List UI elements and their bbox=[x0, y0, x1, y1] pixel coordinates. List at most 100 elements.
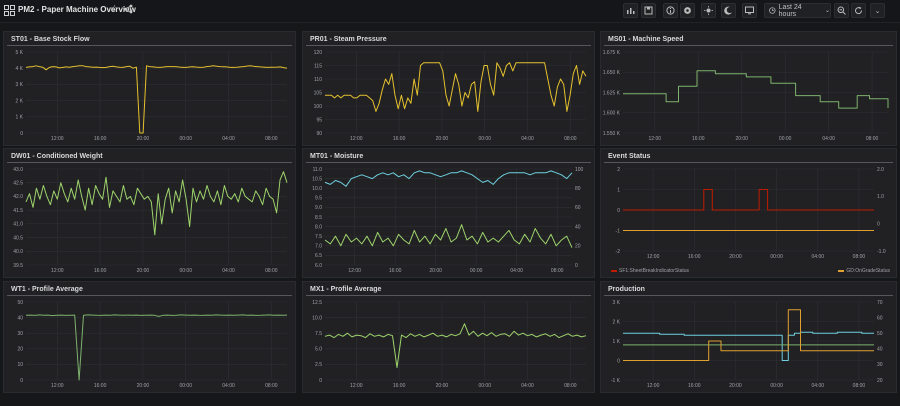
save-icon bbox=[644, 6, 653, 15]
panel-title-rule bbox=[604, 295, 893, 296]
x-tick-label: 16:00 bbox=[692, 136, 705, 142]
line-chart[interactable]: -2 -1 0 1 2 -1.0 0 1.0 2.0 12:00 16:00 20:00 00:00 04… bbox=[601, 163, 896, 277]
panel-st01-base-stock-flow[interactable]: ST01 - Base Stock Flow 0 1 K 2 K 3 K 4 K 5 K 1… bbox=[3, 31, 296, 146]
dashboard-info-button[interactable] bbox=[663, 3, 678, 18]
panel-mt01-moisture[interactable]: MT01 - Moisture 6.0 6.5 7.0 7.5 8.0 8.5 9.0 9.5… bbox=[302, 148, 595, 278]
line-chart[interactable]: 1.550 K 1.600 K 1.625 K 1.650 K 1.675 K 12:00… bbox=[601, 46, 896, 145]
line-chart[interactable]: 39.5 40.0 40.5 41.0 41.5 42.0 42.5 43.0 12:00 16:… bbox=[4, 163, 295, 277]
line-chart[interactable]: 0 2.5 5.0 7.5 10.0 12.5 12:00 16:00 20:00 00:00 04… bbox=[303, 296, 594, 392]
y2-tick-label: 20 bbox=[575, 244, 581, 250]
zoom-out-icon bbox=[837, 6, 846, 15]
tv-mode-button[interactable] bbox=[742, 3, 757, 18]
refresh-button[interactable] bbox=[851, 3, 866, 18]
y-tick-label: 42.5 bbox=[13, 181, 23, 187]
y-tick-label: 6.0 bbox=[315, 263, 322, 269]
panel-title: Event Status bbox=[608, 153, 651, 160]
y-tick-label: 8.5 bbox=[315, 215, 322, 221]
dashboard-title[interactable]: PM2 - Paper Machine Overview bbox=[18, 5, 136, 14]
y-tick-label: 10.5 bbox=[312, 176, 322, 182]
y-tick-label: 1.550 K bbox=[603, 131, 621, 137]
x-tick-label: 12:00 bbox=[647, 383, 660, 389]
y-tick-label: 100 bbox=[314, 104, 323, 110]
panel-title-rule bbox=[306, 45, 591, 46]
y-tick-label: 42.0 bbox=[13, 194, 23, 200]
line-chart[interactable]: -1 K 0 1 K 2 K 3 K 20 30 40 50 60 70 12:00 16:00 20:0… bbox=[601, 296, 896, 392]
star-icon[interactable]: ☆ bbox=[110, 4, 119, 15]
line-chart[interactable]: 0 1 K 2 K 3 K 4 K 5 K 12:00 16:00 20:00 00:00 04:0… bbox=[4, 46, 295, 145]
y-tick-label: 2 bbox=[617, 167, 620, 173]
time-range-picker[interactable]: Last 24 hours ⌄ bbox=[764, 3, 831, 18]
settings-icon bbox=[684, 7, 691, 14]
panel-production[interactable]: Production -1 K 0 1 K 2 K 3 K 20 30 40 50 60 70 12:… bbox=[600, 281, 897, 393]
y-tick-label: 3 K bbox=[612, 300, 620, 306]
y-tick-label: 90 bbox=[316, 131, 322, 137]
share-icon[interactable] bbox=[123, 4, 133, 14]
series-line bbox=[25, 65, 288, 134]
series-line bbox=[324, 323, 587, 368]
light-theme-button[interactable] bbox=[701, 3, 716, 18]
y2-tick-label: 100 bbox=[575, 167, 584, 173]
y-tick-label: 12.5 bbox=[312, 300, 322, 306]
line-chart[interactable]: 90 95 100 105 110 115 120 12:00 16:00 20:00 00:00 0… bbox=[303, 46, 594, 145]
y-tick-label: 7.5 bbox=[315, 331, 322, 337]
panel-pr01-steam-pressure[interactable]: PR01 - Steam Pressure 90 95 100 105 110 115 12… bbox=[302, 31, 595, 146]
chevron-down-icon: ⌄ bbox=[874, 7, 881, 15]
y-tick-label: 1 K bbox=[15, 115, 23, 121]
panel-title-rule bbox=[7, 45, 292, 46]
x-tick-label: 04:00 bbox=[222, 136, 235, 142]
y2-tick-label: 50 bbox=[877, 331, 883, 337]
series-line bbox=[324, 224, 573, 248]
dashboard-settings-button[interactable] bbox=[680, 3, 695, 18]
add-panel-button[interactable] bbox=[623, 3, 638, 18]
legend-item-sheet-break[interactable]: SF1:SheetBreakIndicatorStatus bbox=[611, 268, 689, 274]
panel-title-rule bbox=[604, 162, 893, 163]
x-tick-label: 16:00 bbox=[94, 136, 107, 142]
x-tick-label: 00:00 bbox=[478, 383, 491, 389]
series-line bbox=[623, 331, 874, 361]
x-tick-label: 12:00 bbox=[350, 136, 363, 142]
series-line bbox=[623, 189, 874, 211]
legend-label: SF1:SheetBreakIndicatorStatus bbox=[619, 268, 690, 274]
tv-mode-icon bbox=[745, 6, 754, 15]
y-tick-label: 1 bbox=[617, 187, 620, 193]
series-line bbox=[325, 62, 587, 112]
x-tick-label: 20:00 bbox=[729, 383, 742, 389]
x-tick-label: 00:00 bbox=[470, 268, 483, 274]
x-tick-label: 20:00 bbox=[735, 136, 748, 142]
x-tick-label: 08:00 bbox=[265, 268, 278, 274]
zoom-out-button[interactable] bbox=[834, 3, 849, 18]
add-panel-icon bbox=[627, 8, 635, 14]
y-tick-label: 3 K bbox=[15, 82, 23, 88]
x-tick-label: 04:00 bbox=[812, 383, 825, 389]
y-tick-label: 0 bbox=[20, 378, 23, 384]
x-tick-label: 04:00 bbox=[521, 136, 534, 142]
y2-tick-label: 0 bbox=[575, 263, 578, 269]
x-tick-label: 00:00 bbox=[179, 268, 192, 274]
refresh-interval-dropdown[interactable]: ⌄ bbox=[870, 3, 885, 18]
top-navbar: PM2 - Paper Machine Overview ☆ Last 24 h… bbox=[0, 0, 900, 23]
y2-tick-label: 30 bbox=[877, 362, 883, 368]
y-tick-label: 40 bbox=[17, 315, 23, 321]
y-tick-label: 20 bbox=[17, 347, 23, 353]
refresh-icon bbox=[855, 6, 863, 15]
dark-theme-button[interactable] bbox=[721, 3, 736, 18]
panel-mx1-profile-average[interactable]: MX1 - Profile Average 0 2.5 5.0 7.5 10.0 12.5… bbox=[302, 281, 595, 393]
y2-tick-label: 60 bbox=[877, 315, 883, 321]
line-chart[interactable]: 6.0 6.5 7.0 7.5 8.0 8.5 9.0 9.5 10.0 10.5 11.0 0 20 4… bbox=[303, 163, 594, 277]
y-tick-label: 6.5 bbox=[315, 253, 322, 259]
line-chart[interactable]: 0 10 20 30 40 50 12:00 16:00 20:00 00:00 04:00 08:0… bbox=[4, 296, 295, 392]
x-tick-label: 08:00 bbox=[265, 136, 278, 142]
panel-ms01-machine-speed[interactable]: MS01 - Machine Speed 1.550 K 1.600 K 1.625… bbox=[600, 31, 897, 146]
panel-event-status[interactable]: Event Status -2 -1 0 1 2 -1.0 0 1.0 2.0 12:00 16:0… bbox=[600, 148, 897, 278]
legend-item-on-grade[interactable]: GD:OnGradeStatus bbox=[838, 268, 890, 274]
y-tick-label: 5.0 bbox=[315, 347, 322, 353]
y-tick-label: 41.0 bbox=[13, 222, 23, 228]
x-tick-label: 08:00 bbox=[551, 268, 564, 274]
series-line bbox=[623, 70, 889, 109]
panel-wt1-profile-average[interactable]: WT1 - Profile Average 0 10 20 30 40 50 12:00 16… bbox=[3, 281, 296, 393]
panel-dw01-conditioned-weight[interactable]: DW01 - Conditioned Weight 39.5 40.0 40.5 41… bbox=[3, 148, 296, 278]
dashboard-logo-icon[interactable] bbox=[4, 5, 15, 16]
y2-tick-label: 1.0 bbox=[877, 194, 884, 200]
save-dashboard-button[interactable] bbox=[641, 3, 656, 18]
panel-title-rule bbox=[306, 162, 591, 163]
